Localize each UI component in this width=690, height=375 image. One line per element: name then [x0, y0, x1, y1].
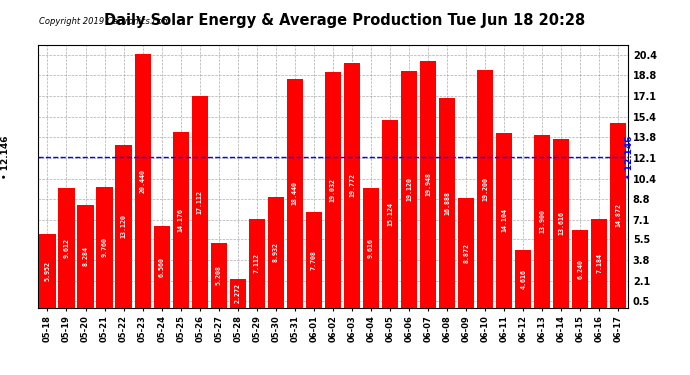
Text: 5.952: 5.952 [44, 261, 50, 280]
Text: 13.616: 13.616 [558, 211, 564, 235]
Text: 8.872: 8.872 [463, 243, 469, 262]
Text: 9.760: 9.760 [101, 237, 108, 257]
Bar [610, 123, 627, 308]
Bar [154, 226, 170, 308]
Text: 8.932: 8.932 [273, 242, 279, 262]
Bar [325, 72, 341, 308]
Text: 14.872: 14.872 [615, 203, 622, 227]
Text: 14.176: 14.176 [178, 208, 184, 232]
Text: 7.184: 7.184 [596, 253, 602, 273]
Bar [248, 219, 265, 308]
Bar [477, 70, 493, 308]
Bar [268, 197, 284, 308]
Text: 19.120: 19.120 [406, 177, 412, 201]
Text: Daily Solar Energy & Average Production Tue Jun 18 20:28: Daily Solar Energy & Average Production … [104, 13, 586, 28]
Text: 9.612: 9.612 [63, 238, 70, 258]
Text: 16.888: 16.888 [444, 191, 450, 215]
Text: Copyright 2019 Cartronics.com: Copyright 2019 Cartronics.com [39, 17, 170, 26]
Text: • 12.146: • 12.146 [624, 135, 634, 179]
Text: 19.200: 19.200 [482, 177, 488, 201]
Bar [591, 219, 607, 308]
Text: • 12.146: • 12.146 [1, 135, 10, 179]
Text: 7.708: 7.708 [311, 250, 317, 270]
Text: 19.772: 19.772 [349, 173, 355, 197]
Text: 19.948: 19.948 [425, 172, 431, 196]
Bar [77, 205, 94, 308]
Bar [135, 54, 150, 307]
Text: 8.284: 8.284 [83, 246, 88, 266]
Bar [534, 135, 551, 308]
Bar [458, 198, 474, 308]
Text: 17.112: 17.112 [197, 189, 203, 213]
Bar [59, 189, 75, 308]
Bar [210, 243, 227, 308]
Bar [515, 251, 531, 308]
Text: 19.032: 19.032 [330, 178, 336, 202]
Text: 13.900: 13.900 [540, 210, 545, 234]
Text: 15.124: 15.124 [387, 202, 393, 226]
Text: 6.240: 6.240 [578, 259, 583, 279]
Text: 6.560: 6.560 [159, 257, 165, 277]
Bar [363, 188, 379, 308]
Bar [382, 120, 398, 308]
Text: 20.440: 20.440 [139, 169, 146, 193]
Text: 9.616: 9.616 [368, 238, 374, 258]
Bar [439, 98, 455, 308]
Bar [401, 71, 417, 308]
Bar [344, 63, 360, 308]
Bar [115, 145, 132, 308]
Text: Average  (kWh): Average (kWh) [472, 21, 539, 30]
Bar [97, 187, 112, 308]
Bar [172, 132, 189, 308]
Bar [287, 79, 303, 308]
Text: 14.104: 14.104 [501, 208, 507, 232]
Bar [39, 234, 56, 308]
Text: 18.440: 18.440 [292, 182, 298, 206]
Text: 7.112: 7.112 [254, 254, 260, 273]
Text: 2.272: 2.272 [235, 284, 241, 303]
Bar [192, 96, 208, 308]
Text: 4.616: 4.616 [520, 269, 526, 289]
Text: 13.120: 13.120 [121, 214, 126, 238]
Bar [306, 212, 322, 308]
Bar [572, 230, 589, 308]
Bar [496, 133, 512, 308]
Bar [230, 279, 246, 308]
Bar [420, 60, 436, 308]
Text: 5.208: 5.208 [216, 265, 221, 285]
Text: Daily  (kWh): Daily (kWh) [548, 21, 601, 30]
Bar [553, 139, 569, 308]
